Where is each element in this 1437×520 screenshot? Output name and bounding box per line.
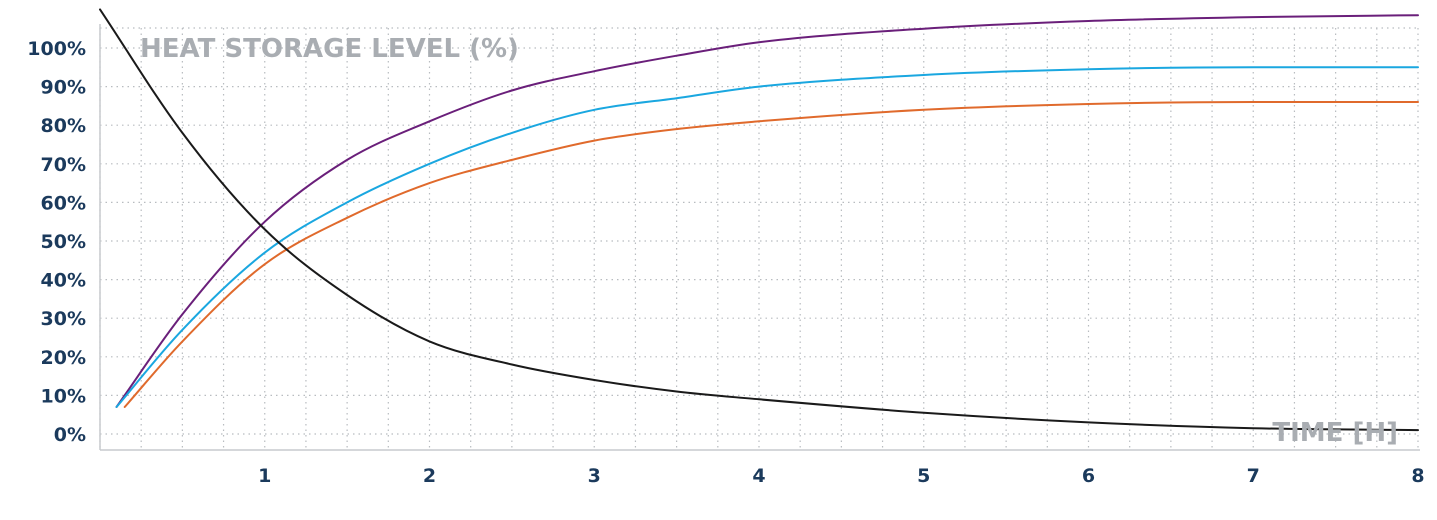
- axes: [99, 24, 1420, 451]
- y-tick-label: 90%: [41, 77, 86, 99]
- x-tick-label: 5: [917, 465, 930, 487]
- grid-lines: [99, 27, 1420, 450]
- x-tick-labels: 1 2 3 4 5 6 7 8: [258, 465, 1424, 487]
- series-lines: [99, 8, 1419, 432]
- y-tick-label: 40%: [41, 270, 86, 292]
- y-tick-label: 30%: [41, 308, 86, 330]
- x-axis-label: TIME [H]: [1272, 418, 1398, 448]
- y-tick-label: 70%: [41, 154, 86, 176]
- y-tick-label: 80%: [41, 115, 86, 137]
- x-tick-label: 1: [258, 465, 271, 487]
- series-line-2: [115, 66, 1419, 408]
- series-line-4: [99, 8, 1419, 432]
- series-line-3: [123, 100, 1419, 408]
- y-tick-label: 10%: [41, 385, 86, 407]
- y-tick-label: 60%: [41, 192, 86, 214]
- series-line-1: [115, 14, 1419, 408]
- chart-title: HEAT STORAGE LEVEL (%): [140, 34, 519, 64]
- y-tick-label: 50%: [41, 231, 86, 253]
- x-tick-label: 7: [1247, 465, 1260, 487]
- x-tick-label: 2: [423, 465, 436, 487]
- y-tick-label: 100%: [27, 38, 86, 60]
- x-tick-label: 6: [1082, 465, 1095, 487]
- y-tick-label: 0%: [54, 424, 86, 446]
- x-tick-label: 3: [588, 465, 601, 487]
- y-tick-labels: 0% 10% 20% 30% 40% 50% 60% 70% 80% 90% 100%: [27, 38, 86, 446]
- y-tick-label: 20%: [41, 347, 86, 369]
- x-tick-label: 4: [752, 465, 765, 487]
- x-tick-label: 8: [1411, 465, 1424, 487]
